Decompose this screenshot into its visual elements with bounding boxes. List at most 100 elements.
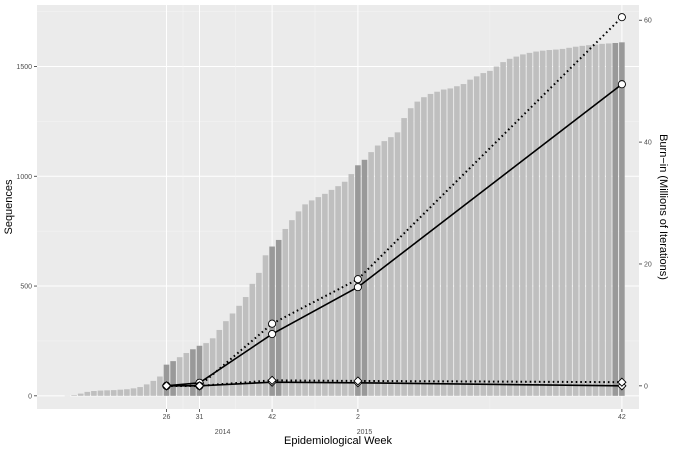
y2-axis-title: Burn−in (Millions of Iterations) (657, 134, 669, 280)
diamond-marker (194, 381, 205, 391)
bar (487, 70, 493, 396)
circle-marker (617, 13, 626, 22)
bar (335, 186, 341, 396)
bar (157, 376, 163, 396)
bar (434, 91, 440, 396)
bar (592, 44, 599, 396)
bar (236, 305, 242, 396)
bar (368, 152, 374, 396)
x-axis-title: Epidemiological Week (284, 435, 393, 447)
bar (242, 297, 249, 396)
bar (619, 42, 625, 396)
bar (110, 390, 117, 396)
bar (586, 45, 592, 396)
bar (229, 313, 236, 396)
bar (414, 101, 421, 396)
bar (381, 141, 388, 396)
bar (97, 390, 104, 396)
y2-tick-label: 0 (644, 383, 648, 390)
bar (143, 384, 150, 396)
bar (520, 54, 526, 396)
bar (130, 388, 137, 396)
bar (282, 228, 289, 396)
bar (163, 364, 170, 396)
bar (328, 189, 335, 396)
bar (104, 390, 110, 396)
circle-marker (353, 275, 362, 284)
x-tick-label: 31 (196, 414, 204, 421)
bar (77, 393, 84, 396)
bar (533, 51, 539, 396)
bar (599, 43, 605, 396)
bar (322, 193, 328, 396)
bar (513, 56, 520, 396)
bar (506, 58, 513, 396)
x-tick-label: 42 (268, 414, 276, 421)
bar (137, 387, 143, 396)
bar (150, 380, 157, 396)
bar (526, 52, 533, 396)
bar (421, 97, 427, 396)
bar (223, 321, 229, 396)
y-axis-ticks: 0 500 1000 1500 (16, 64, 37, 400)
x-tick-label: 2 (356, 414, 360, 421)
bar (539, 50, 546, 396)
y-tick-label: 500 (20, 284, 32, 291)
bar (216, 329, 223, 396)
bar (275, 239, 282, 396)
circle-marker (268, 319, 277, 328)
y-axis-title: Sequences (3, 179, 15, 235)
diamond-marker (353, 376, 363, 386)
diamond-marker (267, 375, 277, 385)
y2-axis-ticks: 0 20 40 60 (639, 18, 652, 390)
diamond-marker (161, 381, 172, 391)
bar (302, 204, 308, 396)
bar (315, 197, 322, 396)
bar (427, 93, 434, 396)
bar (84, 391, 91, 396)
diamond-marker (617, 377, 627, 387)
bar (467, 79, 473, 396)
y2-tick-label: 40 (644, 140, 652, 147)
bar (460, 84, 467, 396)
bar (209, 338, 216, 396)
bar (579, 45, 586, 396)
bar (454, 86, 460, 396)
year-label: 2015 (357, 429, 373, 436)
bar (500, 62, 506, 396)
bar (493, 66, 500, 396)
bar (91, 390, 97, 396)
bar (407, 108, 414, 396)
series-markers (161, 13, 627, 391)
bar (612, 42, 619, 396)
bar (401, 118, 407, 396)
bar (308, 200, 315, 396)
bar (348, 174, 355, 396)
bar (196, 345, 203, 396)
bar (124, 389, 130, 396)
bar (374, 145, 381, 396)
bar (440, 89, 447, 396)
year-label: 2014 (215, 429, 231, 436)
circle-marker (353, 283, 362, 292)
y2-tick-label: 20 (644, 261, 652, 268)
bar (605, 43, 612, 396)
year-labels: 2014 2015 (215, 429, 373, 436)
y-tick-label: 1000 (16, 174, 32, 181)
bar (176, 357, 183, 396)
bar (473, 76, 480, 396)
bar (566, 47, 572, 396)
bar (249, 283, 256, 396)
circle-marker (617, 80, 626, 89)
y-tick-label: 0 (28, 393, 32, 400)
x-tick-label: 26 (163, 414, 171, 421)
bar (117, 389, 124, 396)
bar (480, 73, 487, 396)
bar (553, 49, 559, 396)
bar (190, 349, 196, 396)
bar (295, 211, 302, 396)
bar (394, 132, 401, 396)
bar (546, 50, 553, 396)
circle-marker (268, 329, 277, 339)
bar (183, 353, 190, 396)
